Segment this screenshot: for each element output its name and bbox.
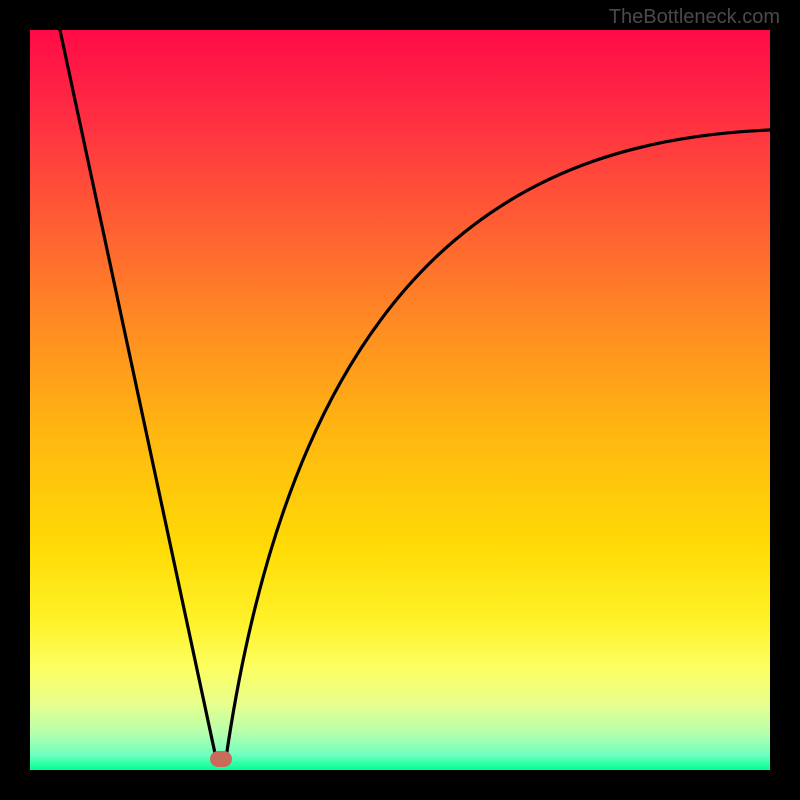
optimal-point-marker bbox=[210, 751, 232, 767]
plot-area bbox=[30, 30, 770, 770]
watermark-text: TheBottleneck.com bbox=[609, 6, 780, 29]
chart-container: TheBottleneck.com bbox=[0, 0, 800, 800]
bottleneck-curve bbox=[30, 30, 770, 770]
